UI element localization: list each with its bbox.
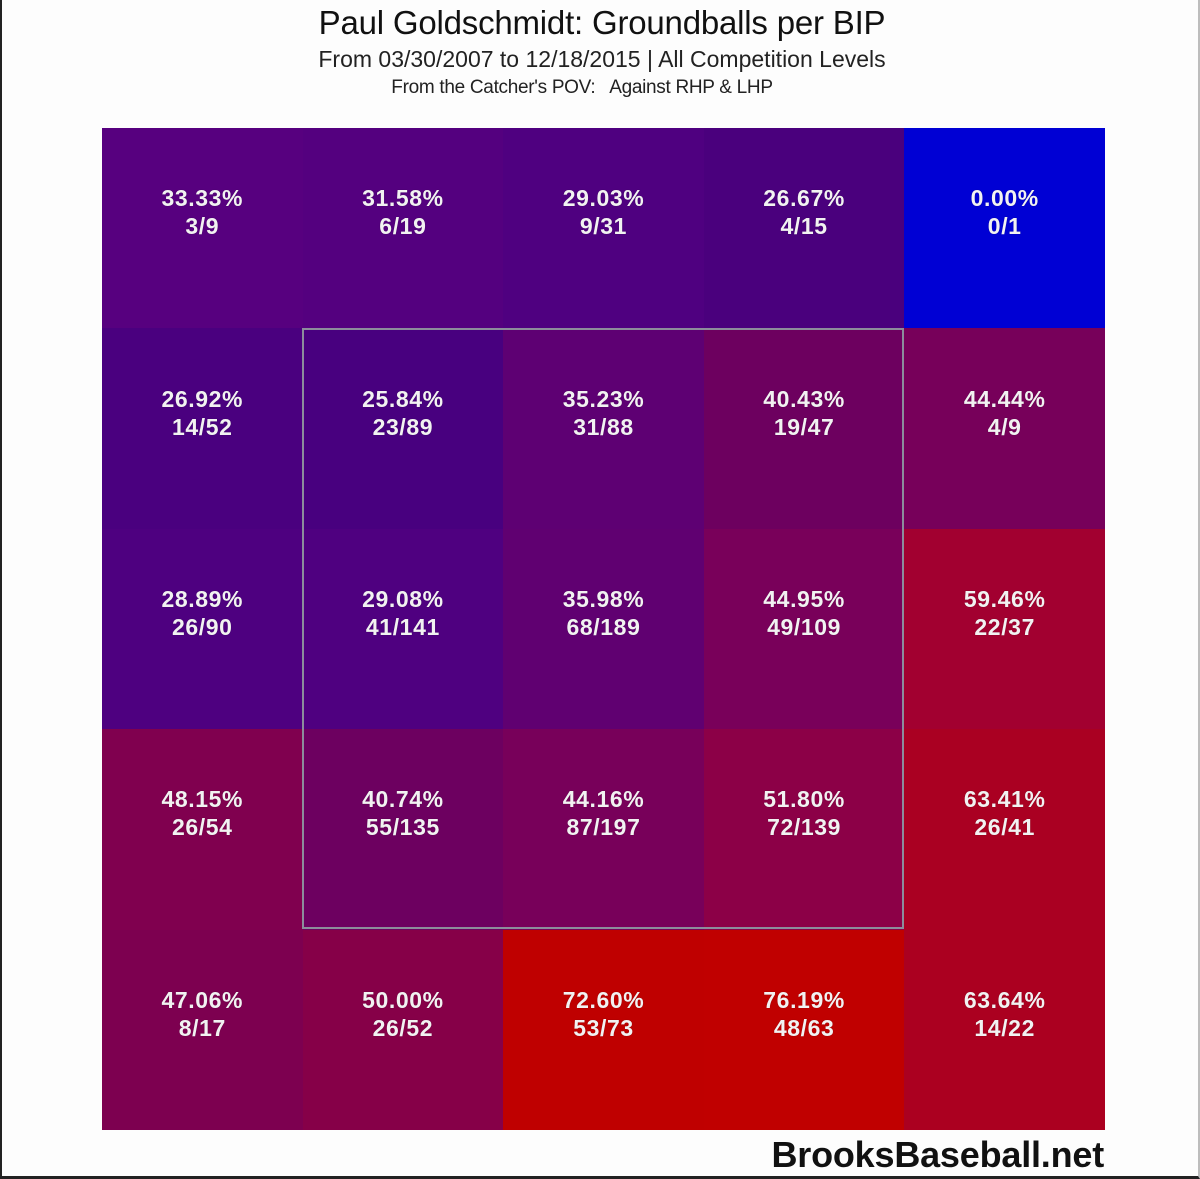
cell-fraction: 8/17 [178,1014,226,1041]
cell-fraction: 26/41 [974,814,1035,841]
cell-fraction: 3/9 [185,213,220,240]
cell-percentage: 25.84% [362,385,444,412]
heatmap-cell: 63.41% 26/41 [904,729,1105,930]
cell-percentage: 35.98% [562,585,645,612]
heatmap-cell: 59.46% 22/37 [904,528,1105,730]
heatmap-cell: 40.43% 19/47 [703,328,905,529]
cell-fraction: 4/9 [987,413,1022,440]
cell-fraction: 14/52 [172,413,233,440]
heatmap-cell: 26.92% 14/52 [102,328,303,529]
heatmap-cell: 25.84% 23/89 [302,328,504,529]
watermark: BrooksBaseball.net [771,1134,1104,1175]
cell-percentage: 28.89% [161,585,244,612]
heatmap-cell: 35.23% 31/88 [503,328,704,529]
cell-fraction: 4/15 [780,213,828,240]
cell-fraction: 49/109 [767,613,842,640]
cell-percentage: 44.16% [562,786,645,813]
heatmap-grid: 33.33% 3/9 31.58% 6/19 29.03% 9/31 26.67% 4/15 0… [102,128,1105,1130]
cell-fraction: 72/139 [767,814,842,841]
cell-percentage: 44.44% [963,385,1046,412]
heatmap-cell: 28.89% 26/90 [102,528,303,730]
cell-percentage: 26.67% [763,185,845,212]
cell-percentage: 35.23% [562,385,645,412]
cell-percentage: 76.19% [763,986,845,1013]
cell-fraction: 14/22 [974,1014,1035,1041]
cell-fraction: 19/47 [773,413,835,440]
cell-fraction: 26/90 [172,613,233,640]
heatmap-cell: 35.98% 68/189 [503,528,704,730]
chart-title: Paul Goldschmidt: Groundballs per BIP [318,4,886,41]
heatmap-cell: 51.80% 72/139 [703,729,905,930]
cell-fraction: 68/189 [566,613,641,640]
cell-fraction: 22/37 [974,613,1035,640]
heatmap-cell: 31.58% 6/19 [302,128,504,329]
heatmap-cell: 26.67% 4/15 [703,128,905,329]
cell-percentage: 44.95% [763,585,845,612]
cell-fraction: 87/197 [566,814,641,841]
cell-percentage: 26.92% [161,385,244,412]
cell-fraction: 0/1 [987,213,1022,240]
heatmap-cell: 44.16% 87/197 [503,729,704,930]
cell-fraction: 53/73 [573,1014,634,1041]
heatmap-cell: 0.00% 0/1 [904,128,1105,329]
cell-percentage: 63.64% [963,986,1046,1013]
chart-pov-note: From the Catcher's POV: Against RHP & LH… [391,77,773,98]
cell-fraction: 41/141 [365,613,440,640]
heatmap-cell: 50.00% 26/52 [302,929,504,1130]
heatmap-cell: 48.15% 26/54 [102,729,303,930]
chart-subtitle: From 03/30/2007 to 12/18/2015 | All Comp… [318,46,886,72]
cell-percentage: 51.80% [763,786,845,813]
cell-percentage: 40.74% [362,786,444,813]
cell-percentage: 72.60% [562,986,645,1013]
cell-percentage: 29.03% [562,185,645,212]
cell-fraction: 48/63 [773,1014,835,1041]
cell-percentage: 63.41% [963,786,1046,813]
cell-percentage: 59.46% [963,585,1046,612]
heatmap-cell: 44.44% 4/9 [904,328,1105,529]
heatmap-cell: 40.74% 55/135 [302,729,504,930]
cell-percentage: 47.06% [161,986,244,1013]
cell-percentage: 48.15% [161,786,244,813]
cell-percentage: 33.33% [161,185,244,212]
cell-fraction: 26/54 [172,814,233,841]
cell-percentage: 50.00% [362,986,444,1013]
cell-fraction: 55/135 [365,814,440,841]
cell-percentage: 29.08% [362,585,444,612]
heatmap-cell: 72.60% 53/73 [503,929,704,1130]
heatmap-cell: 33.33% 3/9 [102,128,303,329]
cell-percentage: 40.43% [763,385,845,412]
heatmap-cell: 76.19% 48/63 [703,929,905,1130]
cell-percentage: 31.58% [362,185,444,212]
cell-percentage: 0.00% [970,185,1039,212]
cell-fraction: 26/52 [372,1014,434,1041]
heatmap-cell: 47.06% 8/17 [102,929,303,1130]
cell-fraction: 9/31 [579,213,628,240]
heatmap-cell: 29.03% 9/31 [503,128,704,329]
cell-fraction: 6/19 [379,213,427,240]
heatmap-cell: 44.95% 49/109 [703,528,905,730]
cell-fraction: 31/88 [573,413,634,440]
cell-fraction: 23/89 [372,413,434,440]
heatmap-cell: 29.08% 41/141 [302,528,504,730]
heatmap-cell: 63.64% 14/22 [904,929,1105,1130]
